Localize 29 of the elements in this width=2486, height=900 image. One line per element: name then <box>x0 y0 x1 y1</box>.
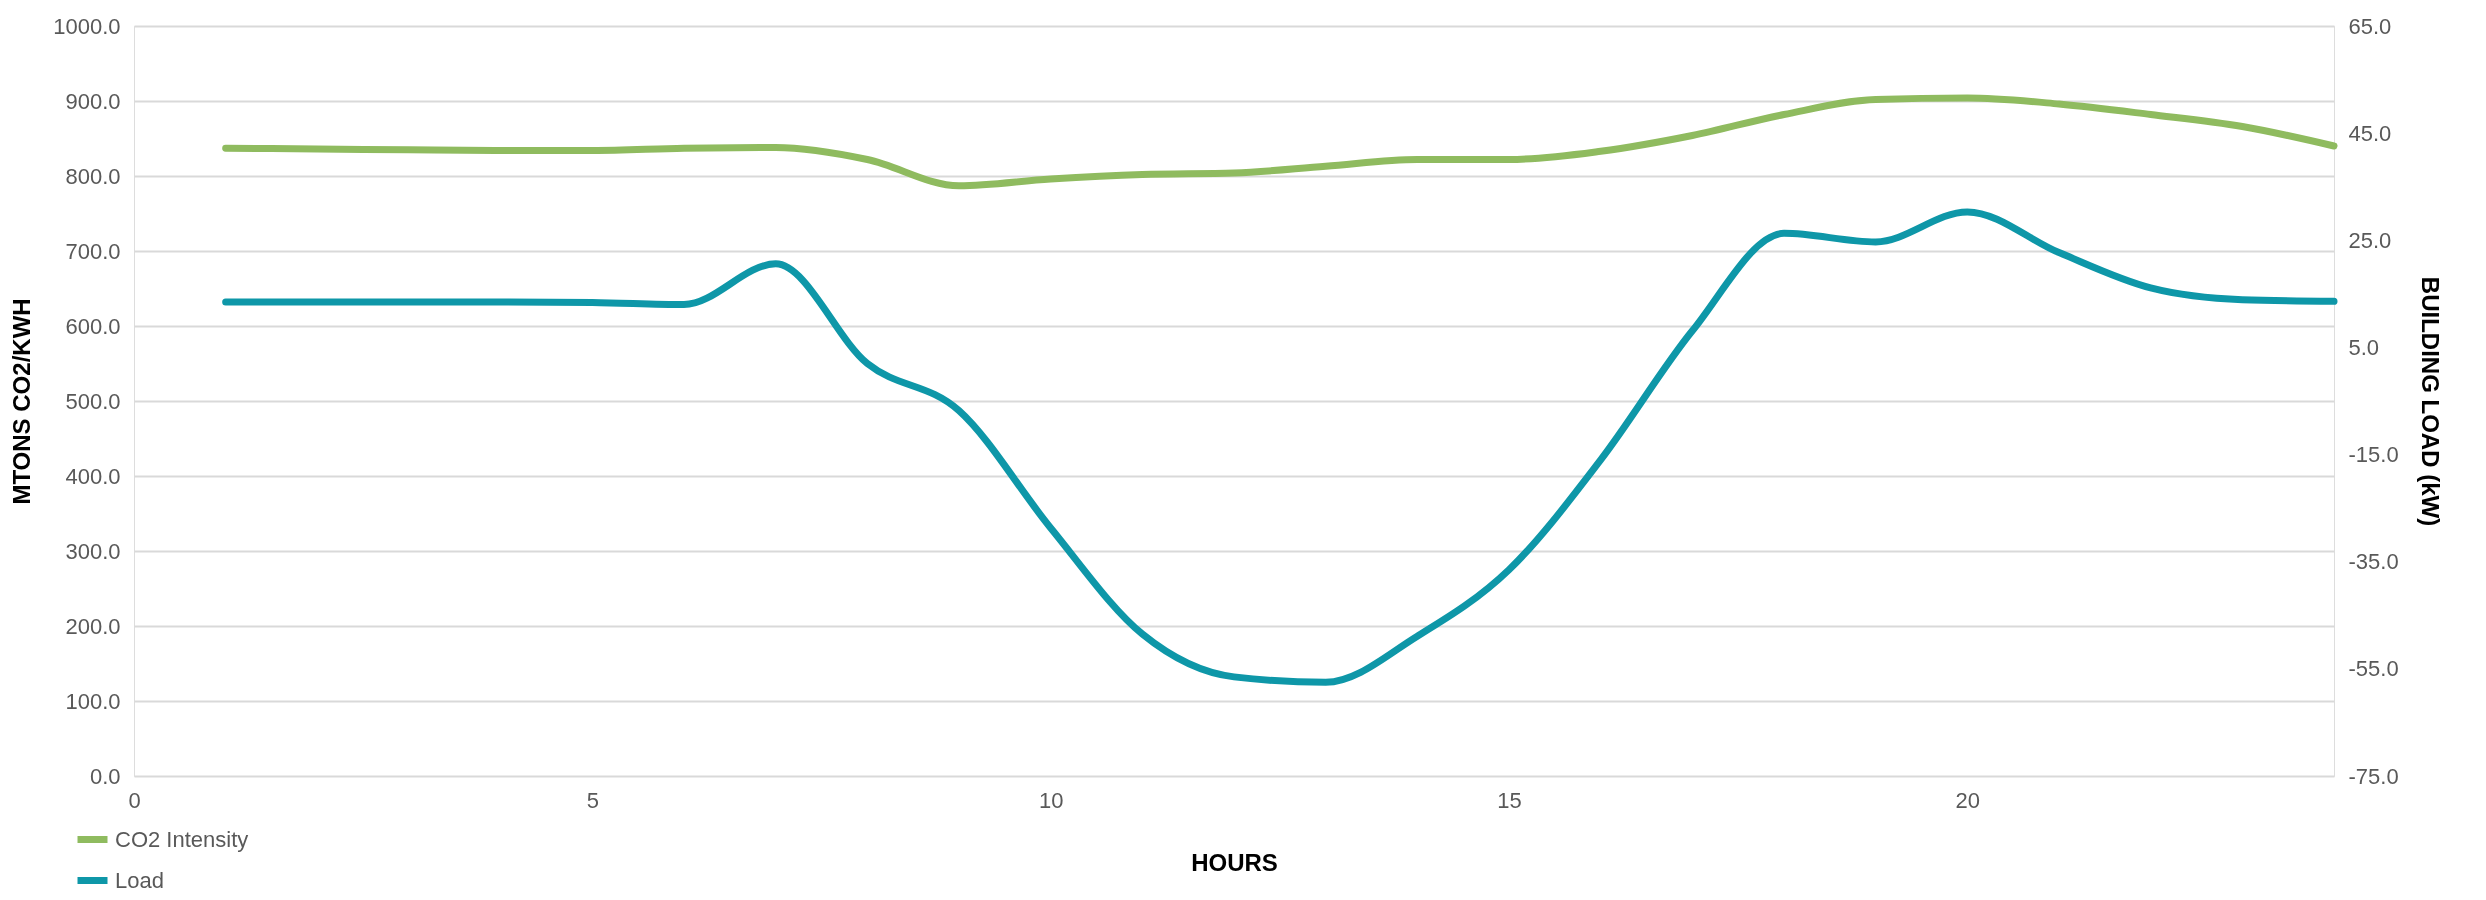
y-tick-label: 600.0 <box>65 313 121 339</box>
y-tick-label: 0.0 <box>89 763 121 789</box>
x-axis-title: HOURS <box>1191 848 1278 876</box>
y2-tick-label: -55.0 <box>2348 656 2399 682</box>
y2-axis-title: BUILDING LOAD (kW) <box>2416 276 2444 527</box>
y2-tick-label: 25.0 <box>2348 227 2392 253</box>
y-tick-label: 300.0 <box>65 538 121 564</box>
y2-tick-label: -75.0 <box>2348 763 2399 789</box>
x-tick-label: 5 <box>586 787 599 813</box>
y2-tick-label: 5.0 <box>2348 334 2380 360</box>
y-tick-label: 200.0 <box>65 613 121 639</box>
y-tick-label: 100.0 <box>65 688 121 714</box>
x-tick-label: 20 <box>1955 787 1981 813</box>
y-tick-label: 900.0 <box>65 88 121 114</box>
legend-label: CO2 Intensity <box>115 826 249 852</box>
y2-tick-label: 65.0 <box>2348 13 2392 39</box>
legend-label: Load <box>115 867 164 893</box>
y2-tick-label: 45.0 <box>2348 120 2392 146</box>
y-tick-label: 500.0 <box>65 388 121 414</box>
y2-tick-label: -15.0 <box>2348 442 2399 468</box>
y2-tick-label: -35.0 <box>2348 549 2399 575</box>
x-tick-label: 15 <box>1497 787 1522 813</box>
x-tick-label: 0 <box>128 787 141 813</box>
x-tick-label: 10 <box>1038 787 1064 813</box>
y-tick-label: 800.0 <box>65 163 121 189</box>
y-tick-label: 1000.0 <box>53 13 121 39</box>
y-tick-label: 400.0 <box>65 463 121 489</box>
y-tick-label: 700.0 <box>65 238 121 264</box>
y-axis-title: MTONS CO2/KWH <box>8 298 36 505</box>
